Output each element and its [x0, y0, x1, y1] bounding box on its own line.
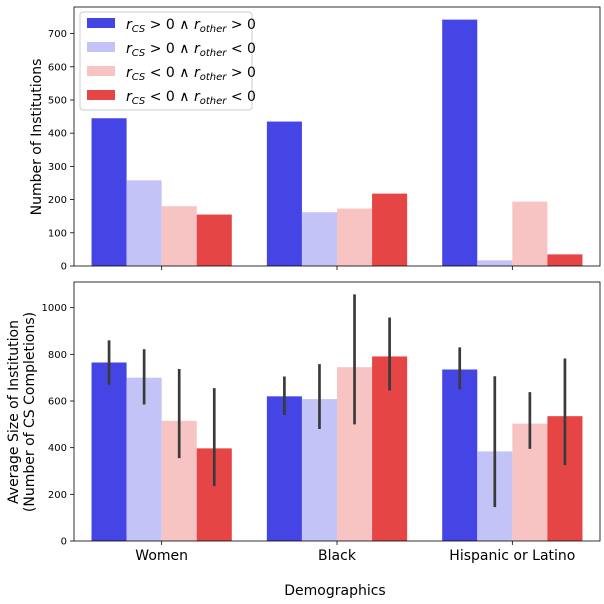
- top-yticks: 0 100 200 300 400 500 600 700: [48, 29, 74, 273]
- top-bar-series1-black: [266, 121, 302, 266]
- legend-box: [79, 11, 253, 111]
- top-ytick-label: 100: [48, 228, 67, 239]
- bottom-ytick-label: 800: [48, 350, 67, 361]
- top-bar-series2-hispanic-or-latino: [477, 260, 513, 266]
- bottom-chart: 0 200 400 600 800 1000 Women Black Hispanic or …: [6, 281, 601, 599]
- top-bar-series2-women: [126, 180, 162, 266]
- top-bars: [91, 19, 583, 267]
- legend-swatch-3: [87, 66, 115, 76]
- top-bar-series1-women: [91, 118, 127, 267]
- bottom-yticks: 0 200 400 600 800 1000: [42, 303, 74, 548]
- top-ytick-label: 0: [61, 262, 67, 273]
- top-bar-series3-black: [337, 208, 373, 266]
- legend-label-3: rCS < 0 ∧ rother > 0: [126, 65, 256, 83]
- top-bar-series1-hispanic-or-latino: [442, 19, 478, 267]
- category-label-black: Black: [318, 548, 357, 564]
- legend-swatch-1: [87, 18, 115, 28]
- top-ytick-label: 600: [48, 62, 67, 73]
- legend-swatch-2: [87, 42, 115, 52]
- legend-label-4: rCS < 0 ∧ rother < 0: [126, 89, 256, 107]
- top-bar-series3-women: [161, 206, 197, 266]
- top-ytick-label: 300: [48, 162, 67, 173]
- bottom-bar-series1-black: [266, 396, 302, 541]
- top-bar-series2-black: [301, 212, 337, 266]
- top-bar-series4-women: [196, 214, 232, 266]
- top-xticks: [161, 266, 513, 270]
- legend-label-2: rCS > 0 ∧ rother < 0: [126, 41, 256, 59]
- top-chart: 0 100 200 300 400 500 600 700 Number of Institu…: [29, 6, 601, 273]
- bottom-xticks: Women Black Hispanic or Latino: [135, 541, 575, 564]
- top-y-axis-label: Number of Institutions: [29, 59, 45, 216]
- bottom-error-bars: [107, 294, 567, 508]
- x-axis-label: Demographics: [284, 583, 385, 599]
- top-ytick-label: 700: [48, 29, 67, 40]
- bottom-ytick-label: 200: [48, 490, 67, 501]
- top-ytick-label: 400: [48, 129, 67, 140]
- bottom-ytick-label: 600: [48, 397, 67, 408]
- legend-swatch-4: [87, 90, 115, 100]
- bottom-bar-series1-hispanic-or-latino: [442, 369, 478, 541]
- bottom-y-axis-label-line-2: (Number of CS Completions): [22, 312, 38, 512]
- bottom-y-axis-label-line-1: Average Size of Institution: [6, 320, 22, 504]
- legend-label-1: rCS > 0 ∧ rother > 0: [126, 17, 256, 35]
- category-label-hispanic-or-latino: Hispanic or Latino: [449, 548, 575, 564]
- bottom-ytick-label: 400: [48, 443, 67, 454]
- top-bar-series3-hispanic-or-latino: [512, 201, 548, 266]
- top-bar-series4-hispanic-or-latino: [547, 254, 583, 266]
- category-label-women: Women: [135, 548, 188, 564]
- top-ytick-label: 200: [48, 195, 67, 206]
- top-bar-series4-black: [372, 193, 408, 266]
- bottom-bar-series1-women: [91, 362, 127, 541]
- bottom-ytick-label: 1000: [42, 303, 67, 314]
- legend: rCS > 0 ∧ rother > 0 rCS > 0 ∧ rother < 0…: [79, 11, 256, 111]
- bottom-bar-series2-women: [126, 377, 162, 541]
- top-ytick-label: 500: [48, 95, 67, 106]
- bottom-ytick-label: 0: [61, 537, 67, 548]
